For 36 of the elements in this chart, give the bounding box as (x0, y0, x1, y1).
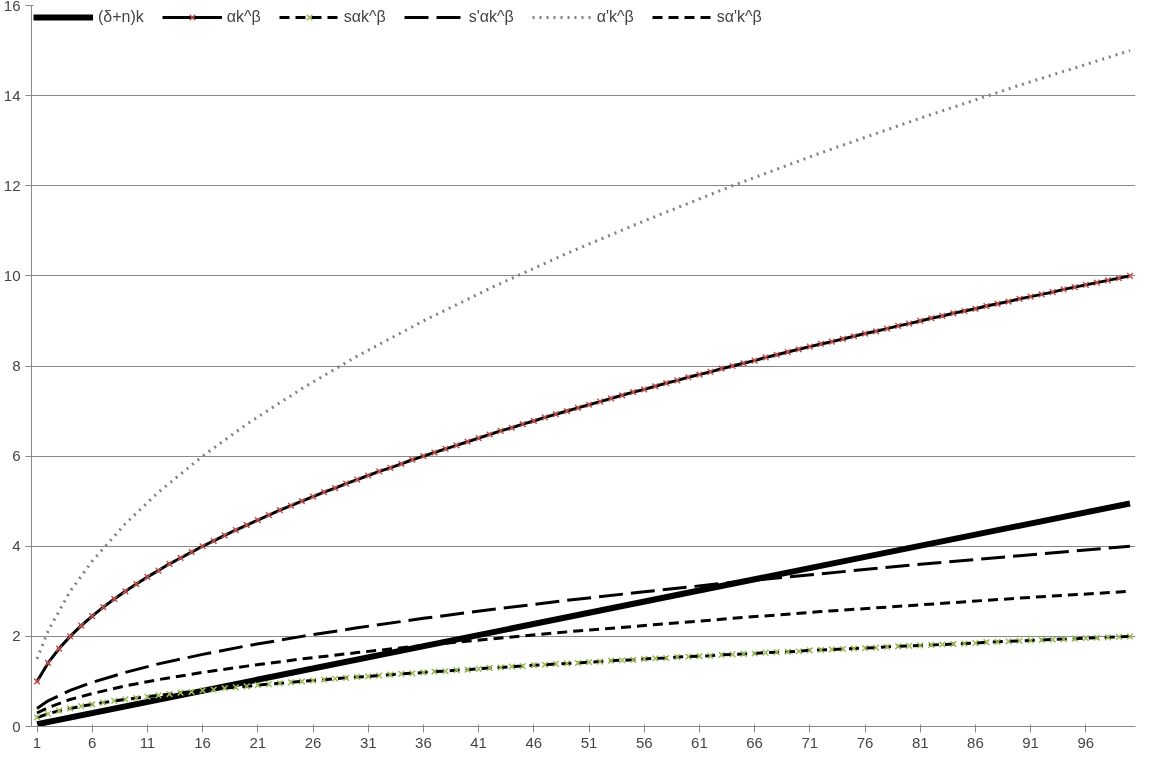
legend-label: α'k^β (596, 8, 634, 26)
y-tick-label: 8 (12, 357, 21, 374)
x-tick-label: 26 (304, 733, 322, 751)
x-tick-label: 41 (470, 733, 487, 751)
legend-label: αk^β (226, 8, 261, 26)
x-tick-label: 96 (1077, 733, 1095, 751)
y-tick-label: 4 (12, 537, 21, 555)
legend-label: sαk^β (343, 8, 386, 26)
x-tick-label: 86 (967, 733, 984, 751)
x-tick-label: 11 (139, 733, 156, 751)
x-tick-label: 1 (32, 733, 42, 751)
x-tick-label: 21 (249, 733, 267, 751)
x-tick-label: 51 (580, 733, 598, 751)
x-tick-label: 76 (856, 733, 874, 751)
line-series (35, 49, 1132, 661)
legend-label: (δ+n)k (98, 8, 144, 26)
x-tick-label: 91 (1022, 733, 1039, 751)
x-tick-label: 16 (194, 733, 211, 751)
y-tick-label: 0 (12, 717, 21, 735)
legend-label: sα'k^β (716, 8, 762, 26)
x-tick-label: 31 (359, 733, 377, 751)
y-tick-label: 14 (3, 86, 21, 104)
y-tick-label: 10 (3, 266, 21, 284)
x-tick-label: 56 (635, 733, 653, 751)
x-tick-label: 61 (691, 733, 708, 751)
y-tick-label: 12 (3, 176, 21, 194)
y-tick-label: 16 (3, 0, 21, 14)
x-tick-label: 6 (88, 733, 97, 751)
y-tick-label: 6 (12, 447, 21, 465)
y-tick-label: 2 (12, 627, 21, 645)
x-tick-label: 66 (746, 733, 763, 751)
x-tick-label: 46 (525, 733, 543, 751)
x-tick-label: 36 (415, 733, 432, 751)
x-tick-label: 81 (911, 733, 929, 751)
x-tick-label: 71 (801, 733, 819, 751)
legend-label: s'αk^β (468, 8, 514, 26)
